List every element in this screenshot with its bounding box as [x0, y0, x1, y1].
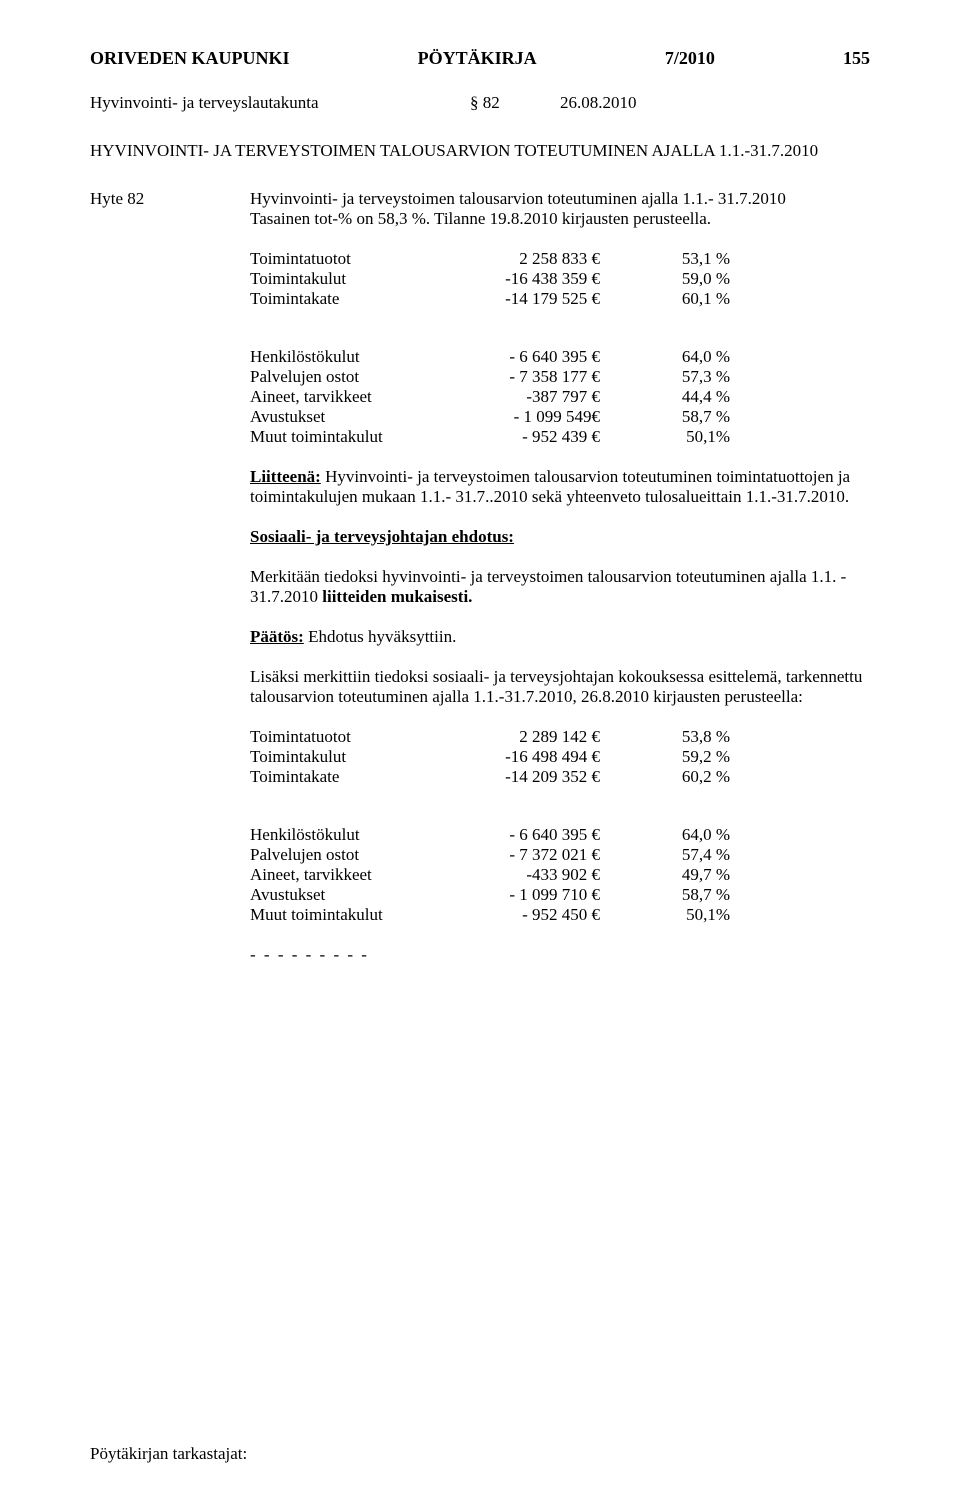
row-pct: 50,1%	[640, 905, 730, 925]
row-label: Muut toimintakulut	[250, 905, 480, 925]
row-pct: 58,7 %	[640, 407, 730, 427]
row-value: 2 258 833 €	[480, 249, 640, 269]
row-pct: 53,1 %	[640, 249, 730, 269]
intro-line1: Hyvinvointi- ja terveystoimen talousarvi…	[250, 189, 786, 208]
row-value: 2 289 142 €	[480, 727, 640, 747]
decision-lead: Päätös:	[250, 627, 304, 646]
row-value: - 1 099 710 €	[480, 885, 640, 905]
decision-text: Ehdotus hyväksyttiin.	[304, 627, 457, 646]
row-label: Palvelujen ostot	[250, 845, 480, 865]
table-row: Avustukset- 1 099 710 €58,7 %	[250, 885, 730, 905]
hyte-row: Hyte 82 Hyvinvointi- ja terveystoimen ta…	[90, 189, 870, 249]
row-pct: 59,0 %	[640, 269, 730, 289]
row-label: Toimintakate	[250, 767, 480, 787]
meeting-row: Hyvinvointi- ja terveyslautakunta § 82 2…	[90, 93, 870, 113]
decision-paragraph: Päätös: Ehdotus hyväksyttiin.	[250, 627, 870, 647]
row-value: -433 902 €	[480, 865, 640, 885]
addendum-paragraph: Lisäksi merkittiin tiedoksi sosiaali- ja…	[250, 667, 870, 707]
hyte-label: Hyte 82	[90, 189, 250, 249]
row-value: - 952 439 €	[480, 427, 640, 447]
proposal-body: Merkitään tiedoksi hyvinvointi- ja terve…	[250, 567, 870, 607]
row-label: Toimintakulut	[250, 747, 480, 767]
table-row: Toimintatuotot2 258 833 €53,1 %	[250, 249, 730, 269]
table-row: Henkilöstökulut- 6 640 395 €64,0 %	[250, 825, 730, 845]
page-number: 155	[843, 48, 870, 69]
row-label: Aineet, tarvikkeet	[250, 387, 480, 407]
table-row: Toimintakate-14 209 352 €60,2 %	[250, 767, 730, 787]
row-pct: 64,0 %	[640, 347, 730, 367]
attachment-text: Hyvinvointi- ja terveystoimen talousarvi…	[250, 467, 850, 506]
row-pct: 60,1 %	[640, 289, 730, 309]
row-value: - 952 450 €	[480, 905, 640, 925]
table-row: Toimintatuotot2 289 142 €53,8 %	[250, 727, 730, 747]
row-label: Henkilöstökulut	[250, 347, 480, 367]
row-value: -387 797 €	[480, 387, 640, 407]
table-row: Avustukset- 1 099 549€58,7 %	[250, 407, 730, 427]
row-label: Toimintakate	[250, 289, 480, 309]
row-value: - 7 372 021 €	[480, 845, 640, 865]
row-pct: 44,4 %	[640, 387, 730, 407]
row-pct: 64,0 %	[640, 825, 730, 845]
table-row: Palvelujen ostot- 7 372 021 €57,4 %	[250, 845, 730, 865]
row-value: -14 179 525 €	[480, 289, 640, 309]
document-title: HYVINVOINTI- JA TERVEYSTOIMEN TALOUSARVI…	[90, 141, 870, 161]
doc-type: PÖYTÄKIRJA	[418, 48, 537, 69]
table-row: Aineet, tarvikkeet-387 797 €44,4 %	[250, 387, 730, 407]
row-label: Henkilöstökulut	[250, 825, 480, 845]
row-label: Toimintatuotot	[250, 249, 480, 269]
row-value: -14 209 352 €	[480, 767, 640, 787]
row-label: Toimintakulut	[250, 269, 480, 289]
attachment-paragraph: Liitteenä: Hyvinvointi- ja terveystoimen…	[250, 467, 870, 507]
body: Toimintatuotot2 258 833 €53,1 % Toiminta…	[250, 249, 870, 965]
page: ORIVEDEN KAUPUNKI PÖYTÄKIRJA 7/2010 155 …	[0, 0, 960, 1512]
summary-table-1: Toimintatuotot2 258 833 €53,1 % Toiminta…	[250, 249, 730, 309]
row-pct: 50,1%	[640, 427, 730, 447]
row-value: -16 498 494 €	[480, 747, 640, 767]
table-row: Muut toimintakulut- 952 439 €50,1%	[250, 427, 730, 447]
row-label: Avustukset	[250, 885, 480, 905]
row-value: - 7 358 177 €	[480, 367, 640, 387]
row-value: - 6 640 395 €	[480, 825, 640, 845]
table-row: Muut toimintakulut- 952 450 €50,1%	[250, 905, 730, 925]
row-label: Avustukset	[250, 407, 480, 427]
row-pct: 58,7 %	[640, 885, 730, 905]
intro-paragraph: Hyvinvointi- ja terveystoimen talousarvi…	[250, 189, 870, 229]
doc-issue: 7/2010	[665, 48, 715, 69]
proposal-bold: liitteiden mukaisesti.	[322, 587, 472, 606]
doc-header: ORIVEDEN KAUPUNKI PÖYTÄKIRJA 7/2010 155	[90, 48, 870, 69]
row-label: Palvelujen ostot	[250, 367, 480, 387]
table-row: Henkilöstökulut- 6 640 395 €64,0 %	[250, 347, 730, 367]
separator-dashes: - - - - - - - - -	[250, 945, 870, 965]
row-pct: 59,2 %	[640, 747, 730, 767]
row-pct: 49,7 %	[640, 865, 730, 885]
intro-line2: Tasainen tot-% on 58,3 %. Tilanne 19.8.2…	[250, 209, 711, 228]
row-pct: 57,4 %	[640, 845, 730, 865]
table-row: Aineet, tarvikkeet-433 902 €49,7 %	[250, 865, 730, 885]
row-pct: 57,3 %	[640, 367, 730, 387]
detail-table-1: Henkilöstökulut- 6 640 395 €64,0 % Palve…	[250, 347, 730, 447]
row-label: Muut toimintakulut	[250, 427, 480, 447]
org-name: ORIVEDEN KAUPUNKI	[90, 48, 290, 69]
row-label: Aineet, tarvikkeet	[250, 865, 480, 885]
detail-table-2: Henkilöstökulut- 6 640 395 €64,0 % Palve…	[250, 825, 730, 925]
board-name: Hyvinvointi- ja terveyslautakunta	[90, 93, 470, 113]
table-row: Palvelujen ostot- 7 358 177 €57,3 %	[250, 367, 730, 387]
row-value: -16 438 359 €	[480, 269, 640, 289]
row-pct: 60,2 %	[640, 767, 730, 787]
proposal-heading: Sosiaali- ja terveysjohtajan ehdotus:	[250, 527, 870, 547]
table-row: Toimintakate-14 179 525 €60,1 %	[250, 289, 730, 309]
section-number: § 82	[470, 93, 560, 113]
attachment-lead: Liitteenä:	[250, 467, 321, 486]
row-value: - 1 099 549€	[480, 407, 640, 427]
row-pct: 53,8 %	[640, 727, 730, 747]
footer-text: Pöytäkirjan tarkastajat:	[90, 1444, 247, 1464]
table-row: Toimintakulut-16 498 494 €59,2 %	[250, 747, 730, 767]
meeting-date: 26.08.2010	[560, 93, 637, 113]
row-value: - 6 640 395 €	[480, 347, 640, 367]
table-row: Toimintakulut-16 438 359 €59,0 %	[250, 269, 730, 289]
row-label: Toimintatuotot	[250, 727, 480, 747]
summary-table-2: Toimintatuotot2 289 142 €53,8 % Toiminta…	[250, 727, 730, 787]
